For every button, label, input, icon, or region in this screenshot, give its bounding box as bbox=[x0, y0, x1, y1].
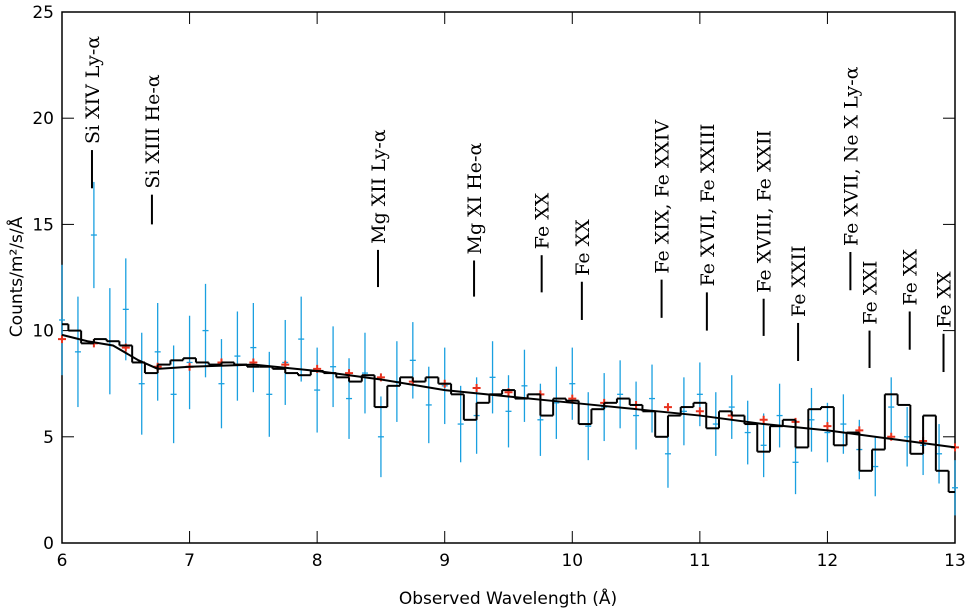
annotation-label: Fe XXI bbox=[860, 261, 882, 325]
data-point bbox=[361, 332, 368, 414]
annotation-label: Si XIV Ly-α bbox=[82, 36, 104, 144]
y-tick-label: 20 bbox=[32, 109, 54, 129]
data-point bbox=[663, 403, 672, 412]
data-point bbox=[569, 347, 576, 420]
data-point bbox=[74, 296, 81, 408]
data-point bbox=[585, 392, 592, 461]
data-point bbox=[59, 264, 65, 376]
x-tick-label: 7 bbox=[184, 551, 195, 571]
x-tick-label: 6 bbox=[57, 551, 68, 571]
data-point bbox=[553, 366, 560, 439]
plot-frame bbox=[61, 11, 956, 544]
data-point bbox=[521, 349, 528, 422]
x-tick-label: 9 bbox=[439, 551, 450, 571]
data-point bbox=[840, 394, 847, 454]
data-point bbox=[728, 375, 735, 439]
annotation-label: Fe XVII, Ne X Ly-α bbox=[840, 66, 862, 246]
data-point bbox=[186, 315, 193, 410]
data-point bbox=[218, 339, 225, 429]
x-tick-label: 11 bbox=[689, 551, 711, 571]
data-point bbox=[377, 396, 384, 478]
data-point bbox=[489, 341, 496, 414]
y-axis-label: Counts/m²/s/Å bbox=[5, 216, 27, 337]
data-point bbox=[712, 392, 719, 456]
x-tick-label: 12 bbox=[817, 551, 839, 571]
data-point bbox=[633, 381, 640, 450]
data-point bbox=[409, 322, 416, 399]
data-point bbox=[617, 360, 624, 429]
annotation-label: Fe XXII bbox=[788, 245, 810, 317]
x-tick-label: 10 bbox=[561, 551, 583, 571]
data-point bbox=[649, 364, 656, 433]
data-point bbox=[823, 422, 832, 431]
data-point bbox=[680, 377, 687, 446]
x-axis-label: Observed Wavelength (Å) bbox=[399, 587, 617, 609]
data-point bbox=[808, 387, 815, 452]
y-tick-label: 0 bbox=[43, 534, 54, 554]
data-point bbox=[952, 460, 958, 516]
annotation-label: Si XIII He-α bbox=[142, 74, 164, 188]
x-tick-label: 8 bbox=[312, 551, 323, 571]
y-tick-label: 15 bbox=[32, 215, 54, 235]
data-point bbox=[170, 345, 177, 444]
data-point bbox=[472, 383, 481, 392]
data-point bbox=[154, 302, 161, 401]
data-point bbox=[234, 311, 241, 401]
data-point bbox=[90, 181, 97, 289]
data-point bbox=[888, 377, 895, 437]
data-point bbox=[936, 424, 943, 484]
annotation-label: Fe XX bbox=[572, 219, 594, 276]
data-point bbox=[330, 326, 337, 408]
data-point bbox=[314, 347, 321, 433]
annotation-label: Fe XVII, Fe XXIII bbox=[697, 124, 719, 287]
data-point bbox=[872, 436, 879, 497]
annotation-label: Fe XX bbox=[900, 249, 922, 306]
data-point bbox=[457, 385, 464, 463]
annotation-label: Fe XX bbox=[934, 271, 956, 328]
data-point bbox=[505, 375, 512, 448]
data-point bbox=[425, 366, 432, 444]
data-point bbox=[58, 335, 66, 344]
annotation-label: Mg XI He-α bbox=[464, 143, 486, 255]
data-point bbox=[250, 302, 257, 393]
data-point bbox=[298, 296, 305, 382]
annotation-label: Mg XII Ly-α bbox=[368, 129, 390, 244]
x-tick-label: 13 bbox=[944, 551, 966, 571]
annotation-label: Fe XX bbox=[532, 192, 554, 249]
data-point bbox=[695, 407, 704, 416]
y-tick-label: 10 bbox=[32, 322, 54, 342]
data-point bbox=[266, 351, 273, 437]
data-point bbox=[744, 400, 751, 465]
y-tick-label: 5 bbox=[43, 428, 54, 448]
data-point bbox=[776, 383, 783, 448]
y-tick-label: 25 bbox=[32, 3, 54, 23]
data-point bbox=[824, 402, 831, 463]
continuum-line bbox=[61, 333, 956, 449]
data-point bbox=[138, 332, 145, 435]
data-point bbox=[904, 407, 911, 467]
annotation-label: Fe XIX, Fe XXIV bbox=[652, 120, 674, 274]
data-point bbox=[122, 258, 129, 361]
annotation-label: Fe XVIII, Fe XXII bbox=[754, 130, 776, 293]
data-point bbox=[759, 415, 768, 424]
